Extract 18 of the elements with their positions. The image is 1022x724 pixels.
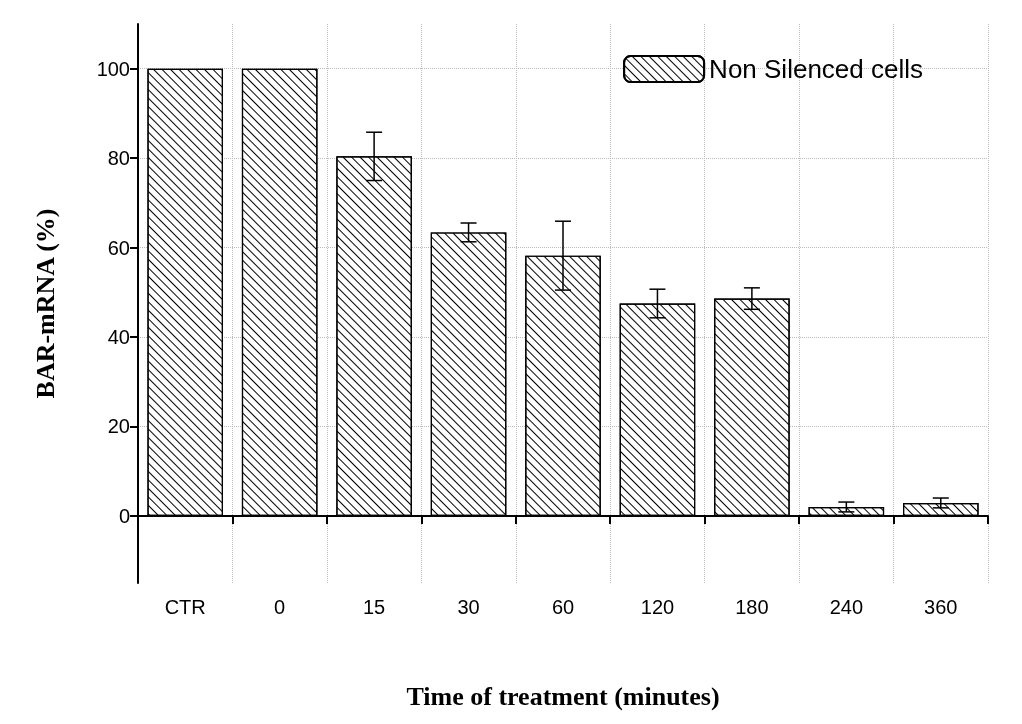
y-tick-label: 20 [107, 415, 130, 438]
x-tick-label: 360 [924, 596, 958, 618]
y-tick-label: 0 [118, 504, 130, 527]
x-tick-label: 240 [829, 596, 864, 618]
x-tick-label: 180 [735, 596, 769, 618]
x-tick-label: 60 [551, 596, 575, 618]
y-tick-label: 100 [96, 57, 130, 80]
y-tick-label: 80 [107, 147, 130, 170]
y-tick-label: 60 [107, 236, 130, 259]
x-tick-label: 120 [640, 596, 675, 618]
x-tick-label: 30 [457, 596, 480, 618]
x-tick-label: CTR [164, 596, 206, 618]
y-tick-label: 40 [107, 326, 130, 349]
x-tick-label: 0 [274, 596, 286, 618]
y-axis-title: BAR-mRNA (%) [30, 208, 60, 399]
x-tick-label: 15 [362, 596, 386, 618]
x-axis-title: Time of treatment (minutes) [406, 681, 720, 711]
legend-label: Non Silenced cells [709, 54, 923, 84]
